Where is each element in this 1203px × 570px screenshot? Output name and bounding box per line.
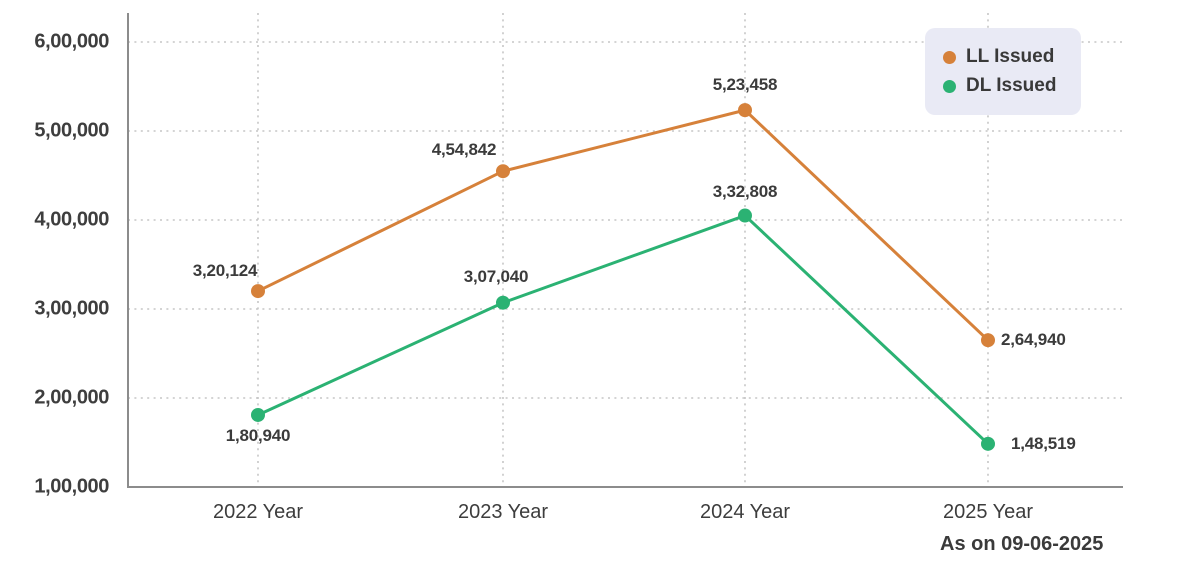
legend-label-dl: DL Issued — [966, 75, 1057, 96]
data-point — [251, 407, 265, 422]
data-point — [496, 295, 510, 310]
y-axis-tick-label: 6,00,000 — [34, 30, 109, 53]
legend-label-ll: LL Issued — [966, 46, 1055, 67]
x-axis-label-2023: 2023 Year — [457, 501, 549, 523]
data-point — [496, 164, 510, 179]
data-point — [738, 208, 752, 223]
data-label-ll-2023: 4,54,842 — [431, 140, 497, 160]
data-label-dl-2023: 3,07,040 — [463, 266, 529, 286]
x-axis-label-2024: 2024 Year — [699, 501, 791, 523]
x-axis-label-2025: 2025 Year — [942, 501, 1034, 523]
x-axis-label-2022: 2022 Year — [212, 501, 304, 523]
data-point — [251, 284, 265, 299]
y-axis-tick-label: 2,00,000 — [34, 386, 109, 409]
data-label-ll-2024: 5,23,458 — [712, 75, 778, 95]
y-axis-tick-label: 1,00,000 — [34, 475, 109, 498]
legend-item-dl-issued[interactable]: DL Issued — [943, 75, 1081, 97]
data-label-dl-2024: 3,32,808 — [712, 181, 778, 201]
y-axis-tick-label: 3,00,000 — [34, 297, 109, 320]
y-axis-tick-label: 4,00,000 — [34, 208, 109, 231]
legend-item-ll-issued[interactable]: LL Issued — [943, 46, 1081, 68]
y-axis-tick-label: 5,00,000 — [34, 119, 109, 142]
data-point — [981, 333, 995, 348]
data-label-dl-2025: 1,48,519 — [1011, 433, 1076, 453]
series-line-ll-issued — [257, 108, 990, 342]
data-label-ll-2022: 3,20,124 — [192, 261, 258, 281]
data-label-dl-2022: 1,80,940 — [225, 425, 291, 445]
ll-series-marker-icon — [943, 50, 956, 64]
series-line-dl-issued — [257, 214, 990, 445]
legend: LL Issued DL Issued — [925, 28, 1081, 115]
data-label-ll-2025: 2,64,940 — [1001, 330, 1066, 350]
dl-series-marker-icon — [943, 79, 956, 93]
data-point — [738, 103, 752, 118]
as-on-date-note: As on 09-06-2025 — [940, 533, 1104, 555]
data-point — [981, 436, 995, 451]
